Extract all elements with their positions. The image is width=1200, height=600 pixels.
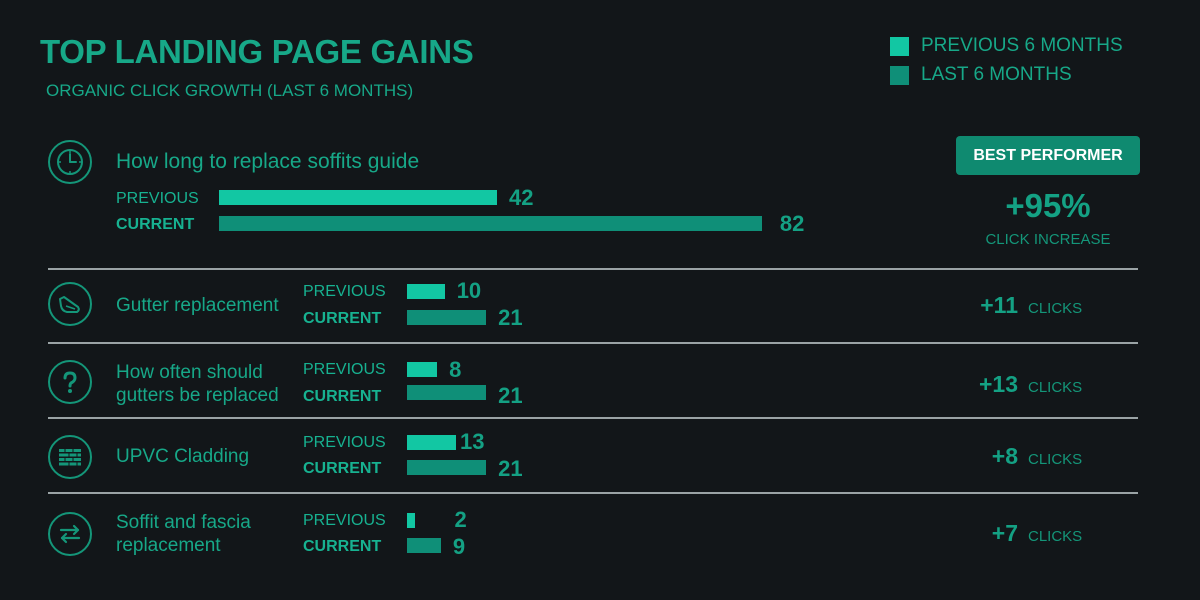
gain-value-4: +7 [991,520,1018,546]
gain-unit-3: CLICKS [1028,451,1083,468]
clock-icon [48,140,92,184]
bar-current-2 [407,385,487,400]
bar-value-current-3: 21 [498,456,523,481]
page-name-3: UPVC Cladding [116,446,250,467]
row-divider [48,342,1138,344]
legend-swatch-current [890,65,909,85]
bar-label-previous-1: PREVIOUS [303,283,386,300]
page-name-2: How often should gutters be replaced [116,362,279,406]
chart-title: TOP LANDING PAGE GAINS [40,33,474,70]
row-divider [48,417,1138,419]
bar-label-previous-4: PREVIOUS [303,512,386,529]
gain-value-2: +13 [978,371,1018,397]
legend-label-previous: PREVIOUS 6 MONTHS [921,35,1123,56]
gain-3: +8 CLICKS [938,443,1082,470]
bar-label-previous-3: PREVIOUS [303,434,386,451]
bar-label-current-1: CURRENT [303,310,382,327]
bar-label-previous-0: PREVIOUS [116,190,199,207]
gain-1: +11 CLICKS [938,292,1082,319]
bar-previous-3 [407,435,456,450]
bar-value-current-1: 21 [498,305,523,330]
bar-current-3 [407,460,487,475]
gain-value-3: +8 [991,443,1018,469]
gain-value-1: +11 [980,292,1018,318]
bar-label-current-3: CURRENT [303,460,382,477]
bar-previous-0 [219,190,498,205]
bar-current-1 [407,310,487,325]
best-performer-badge: BEST PERFORMER [956,136,1140,175]
page-name-4: Soffit and fascia replacement [116,512,251,556]
bar-value-current-4: 9 [452,534,466,559]
bar-value-previous-3: 13 [460,429,485,454]
bar-value-previous-2: 8 [449,357,462,382]
legend-item-previous: PREVIOUS 6 MONTHS [890,35,1123,57]
gutter-icon [48,282,92,326]
best-performer-percent: +95% [1005,187,1091,224]
bar-previous-4 [407,513,415,528]
bar-current-4 [407,538,441,553]
gain-4: +7 CLICKS [938,520,1082,547]
best-performer-label: CLICK INCREASE [985,231,1111,248]
gain-unit-2: CLICKS [1028,379,1083,396]
legend-label-current: LAST 6 MONTHS [921,64,1072,85]
bar-previous-2 [407,362,438,377]
bar-label-current-0: CURRENT [116,216,195,233]
gain-unit-1: CLICKS [1028,300,1083,317]
legend-item-current: LAST 6 MONTHS [890,64,1072,86]
question-icon [48,360,92,404]
bar-current-0 [219,216,762,231]
swap-icon [48,512,92,556]
chart-subtitle: ORGANIC CLICK GROWTH (LAST 6 MONTHS) [46,81,414,100]
page-name-1: Gutter replacement [116,295,279,316]
row-divider [48,492,1138,494]
gain-unit-4: CLICKS [1028,528,1083,545]
bar-value-previous-0: 42 [509,185,534,210]
bar-value-previous-1: 10 [456,278,482,303]
gain-2: +13 CLICKS [938,371,1082,398]
bar-label-previous-2: PREVIOUS [303,361,386,378]
bar-label-current-4: CURRENT [303,538,382,555]
row-divider [48,268,1138,270]
bar-value-current-0: 82 [779,211,805,236]
cladding-icon [48,435,92,479]
bar-value-previous-4: 2 [454,507,467,532]
bar-label-current-2: CURRENT [303,388,382,405]
bar-previous-1 [407,284,445,299]
bar-value-current-2: 21 [498,383,523,408]
legend-swatch-previous [890,36,909,56]
page-name-0: How long to replace soffits guide [116,150,420,173]
